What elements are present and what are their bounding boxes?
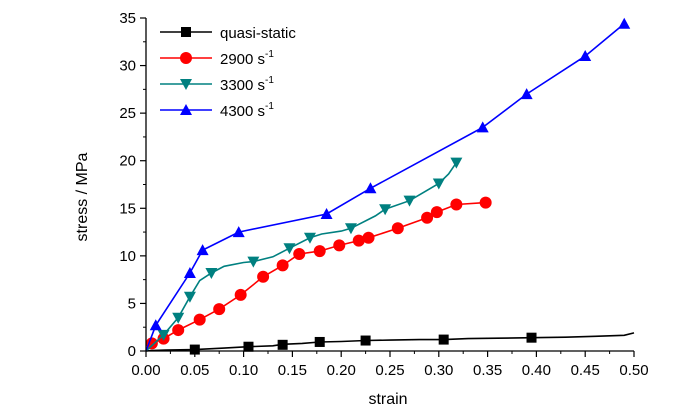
data-point-3-1 xyxy=(183,266,196,278)
data-point-2-3 xyxy=(205,267,218,279)
y-tick-label-3: 15 xyxy=(119,200,136,217)
data-point-0-1 xyxy=(243,341,254,352)
data-point-3-5 xyxy=(364,182,377,194)
x-tick-label-9: 0.45 xyxy=(571,362,600,379)
series-1 xyxy=(145,196,492,352)
legend-item-2: 3300 s-1 xyxy=(160,75,274,94)
series-line-3 xyxy=(145,23,625,352)
data-point-2-4 xyxy=(247,256,260,268)
legend-label-1: 2900 s-1 xyxy=(220,49,274,68)
legend-item-0: quasi-static xyxy=(160,25,296,42)
y-tick-label-1: 5 xyxy=(128,295,136,312)
legend-marker-2 xyxy=(180,79,192,90)
legend-label-superscript: -1 xyxy=(265,75,274,86)
legend-label-text: quasi-static xyxy=(220,25,296,42)
data-point-2-1 xyxy=(172,312,185,324)
x-tick-label-1: 0.05 xyxy=(180,362,209,379)
data-point-2-6 xyxy=(303,232,316,244)
data-point-2-7 xyxy=(344,223,357,235)
legend-label-0: quasi-static xyxy=(220,25,296,42)
data-point-1-16 xyxy=(450,198,463,211)
legend-label-superscript: -1 xyxy=(265,101,274,112)
data-point-3-9 xyxy=(618,17,631,29)
y-tick-label-7: 35 xyxy=(119,10,136,27)
x-tick-label-10: 0.50 xyxy=(619,362,648,379)
axes-layer: 0.00 0.05 0.10 0.15 0.20 0.25 0.30 0.35 0.40 0.45… xyxy=(119,10,648,379)
data-point-1-0 xyxy=(145,337,158,350)
y-tick-label-6: 30 xyxy=(119,58,136,75)
legend-label-text: 4300 s xyxy=(220,103,265,120)
legend-label-2: 3300 s-1 xyxy=(220,75,274,94)
x-tick-label-6: 0.30 xyxy=(424,362,453,379)
legend-marker-1 xyxy=(180,52,192,64)
legend-item-1: 2900 s-1 xyxy=(160,49,274,68)
y-tick-label-4: 20 xyxy=(119,153,136,170)
data-point-1-4 xyxy=(213,303,226,316)
data-point-0-4 xyxy=(360,335,371,346)
data-point-0-5 xyxy=(438,334,449,345)
data-point-1-14 xyxy=(421,211,434,224)
legend-label-text: 3300 s xyxy=(220,77,265,94)
series-line-1 xyxy=(145,201,486,352)
data-point-0-2 xyxy=(277,339,288,350)
y-tick-label-0: 0 xyxy=(128,343,136,360)
y-tick-label-5: 25 xyxy=(119,105,136,122)
x-tick-label-0: 0.00 xyxy=(131,362,160,379)
x-tick-label-2: 0.10 xyxy=(229,362,258,379)
data-point-3-2 xyxy=(196,244,209,256)
data-point-1-3 xyxy=(193,313,206,326)
data-point-1-7 xyxy=(276,259,289,272)
data-point-2-2 xyxy=(183,291,196,303)
data-point-1-2 xyxy=(172,324,185,337)
data-point-2-11 xyxy=(450,157,463,169)
data-point-1-12 xyxy=(362,231,375,244)
data-point-1-11 xyxy=(352,234,365,247)
data-point-0-6 xyxy=(526,332,537,343)
data-point-2-9 xyxy=(403,195,416,207)
legend-marker-0 xyxy=(181,27,191,37)
data-point-3-3 xyxy=(232,226,245,238)
data-point-1-8 xyxy=(293,247,306,260)
x-axis-label: strain xyxy=(368,391,407,408)
data-point-0-0 xyxy=(189,344,200,355)
x-tick-label-3: 0.15 xyxy=(278,362,307,379)
data-point-0-3 xyxy=(314,336,325,347)
legend-marker-3 xyxy=(180,104,192,115)
series-2 xyxy=(145,157,463,352)
data-point-3-7 xyxy=(520,88,533,100)
series-line-0 xyxy=(145,332,635,352)
series-3 xyxy=(145,17,631,352)
data-point-1-15 xyxy=(430,206,443,219)
data-point-3-8 xyxy=(579,50,592,62)
data-point-3-0 xyxy=(149,319,162,331)
data-point-3-6 xyxy=(476,121,489,133)
data-point-1-5 xyxy=(234,288,247,301)
y-tick-label-2: 10 xyxy=(119,248,136,265)
x-tick-label-7: 0.35 xyxy=(473,362,502,379)
data-point-3-4 xyxy=(320,207,333,219)
data-point-2-10 xyxy=(432,178,445,190)
data-point-1-17 xyxy=(479,196,492,209)
data-point-1-13 xyxy=(391,222,404,235)
data-point-2-8 xyxy=(379,204,392,216)
plot-layer xyxy=(145,17,635,355)
data-point-1-10 xyxy=(333,239,346,252)
y-axis-label: stress / MPa xyxy=(74,152,91,241)
data-point-2-5 xyxy=(283,243,296,255)
data-point-1-6 xyxy=(257,270,270,283)
data-point-2-0 xyxy=(157,329,170,341)
legend-label-3: 4300 s-1 xyxy=(220,101,274,120)
x-tick-label-8: 0.40 xyxy=(522,362,551,379)
legend-label-superscript: -1 xyxy=(265,49,274,60)
data-point-1-9 xyxy=(313,245,326,258)
series-0 xyxy=(145,332,635,355)
legend-label-text: 2900 s xyxy=(220,51,265,68)
legend-item-3: 4300 s-1 xyxy=(160,101,274,120)
x-tick-label-4: 0.20 xyxy=(327,362,356,379)
x-tick-label-5: 0.25 xyxy=(375,362,404,379)
